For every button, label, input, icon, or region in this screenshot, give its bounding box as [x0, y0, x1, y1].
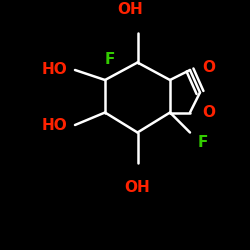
Text: OH: OH [117, 2, 143, 18]
Text: HO: HO [42, 62, 68, 78]
Text: F: F [104, 52, 115, 68]
Text: HO: HO [42, 118, 68, 132]
Text: F: F [198, 135, 208, 150]
Text: O: O [202, 105, 215, 120]
Text: OH: OH [124, 180, 150, 195]
Text: O: O [202, 60, 215, 75]
